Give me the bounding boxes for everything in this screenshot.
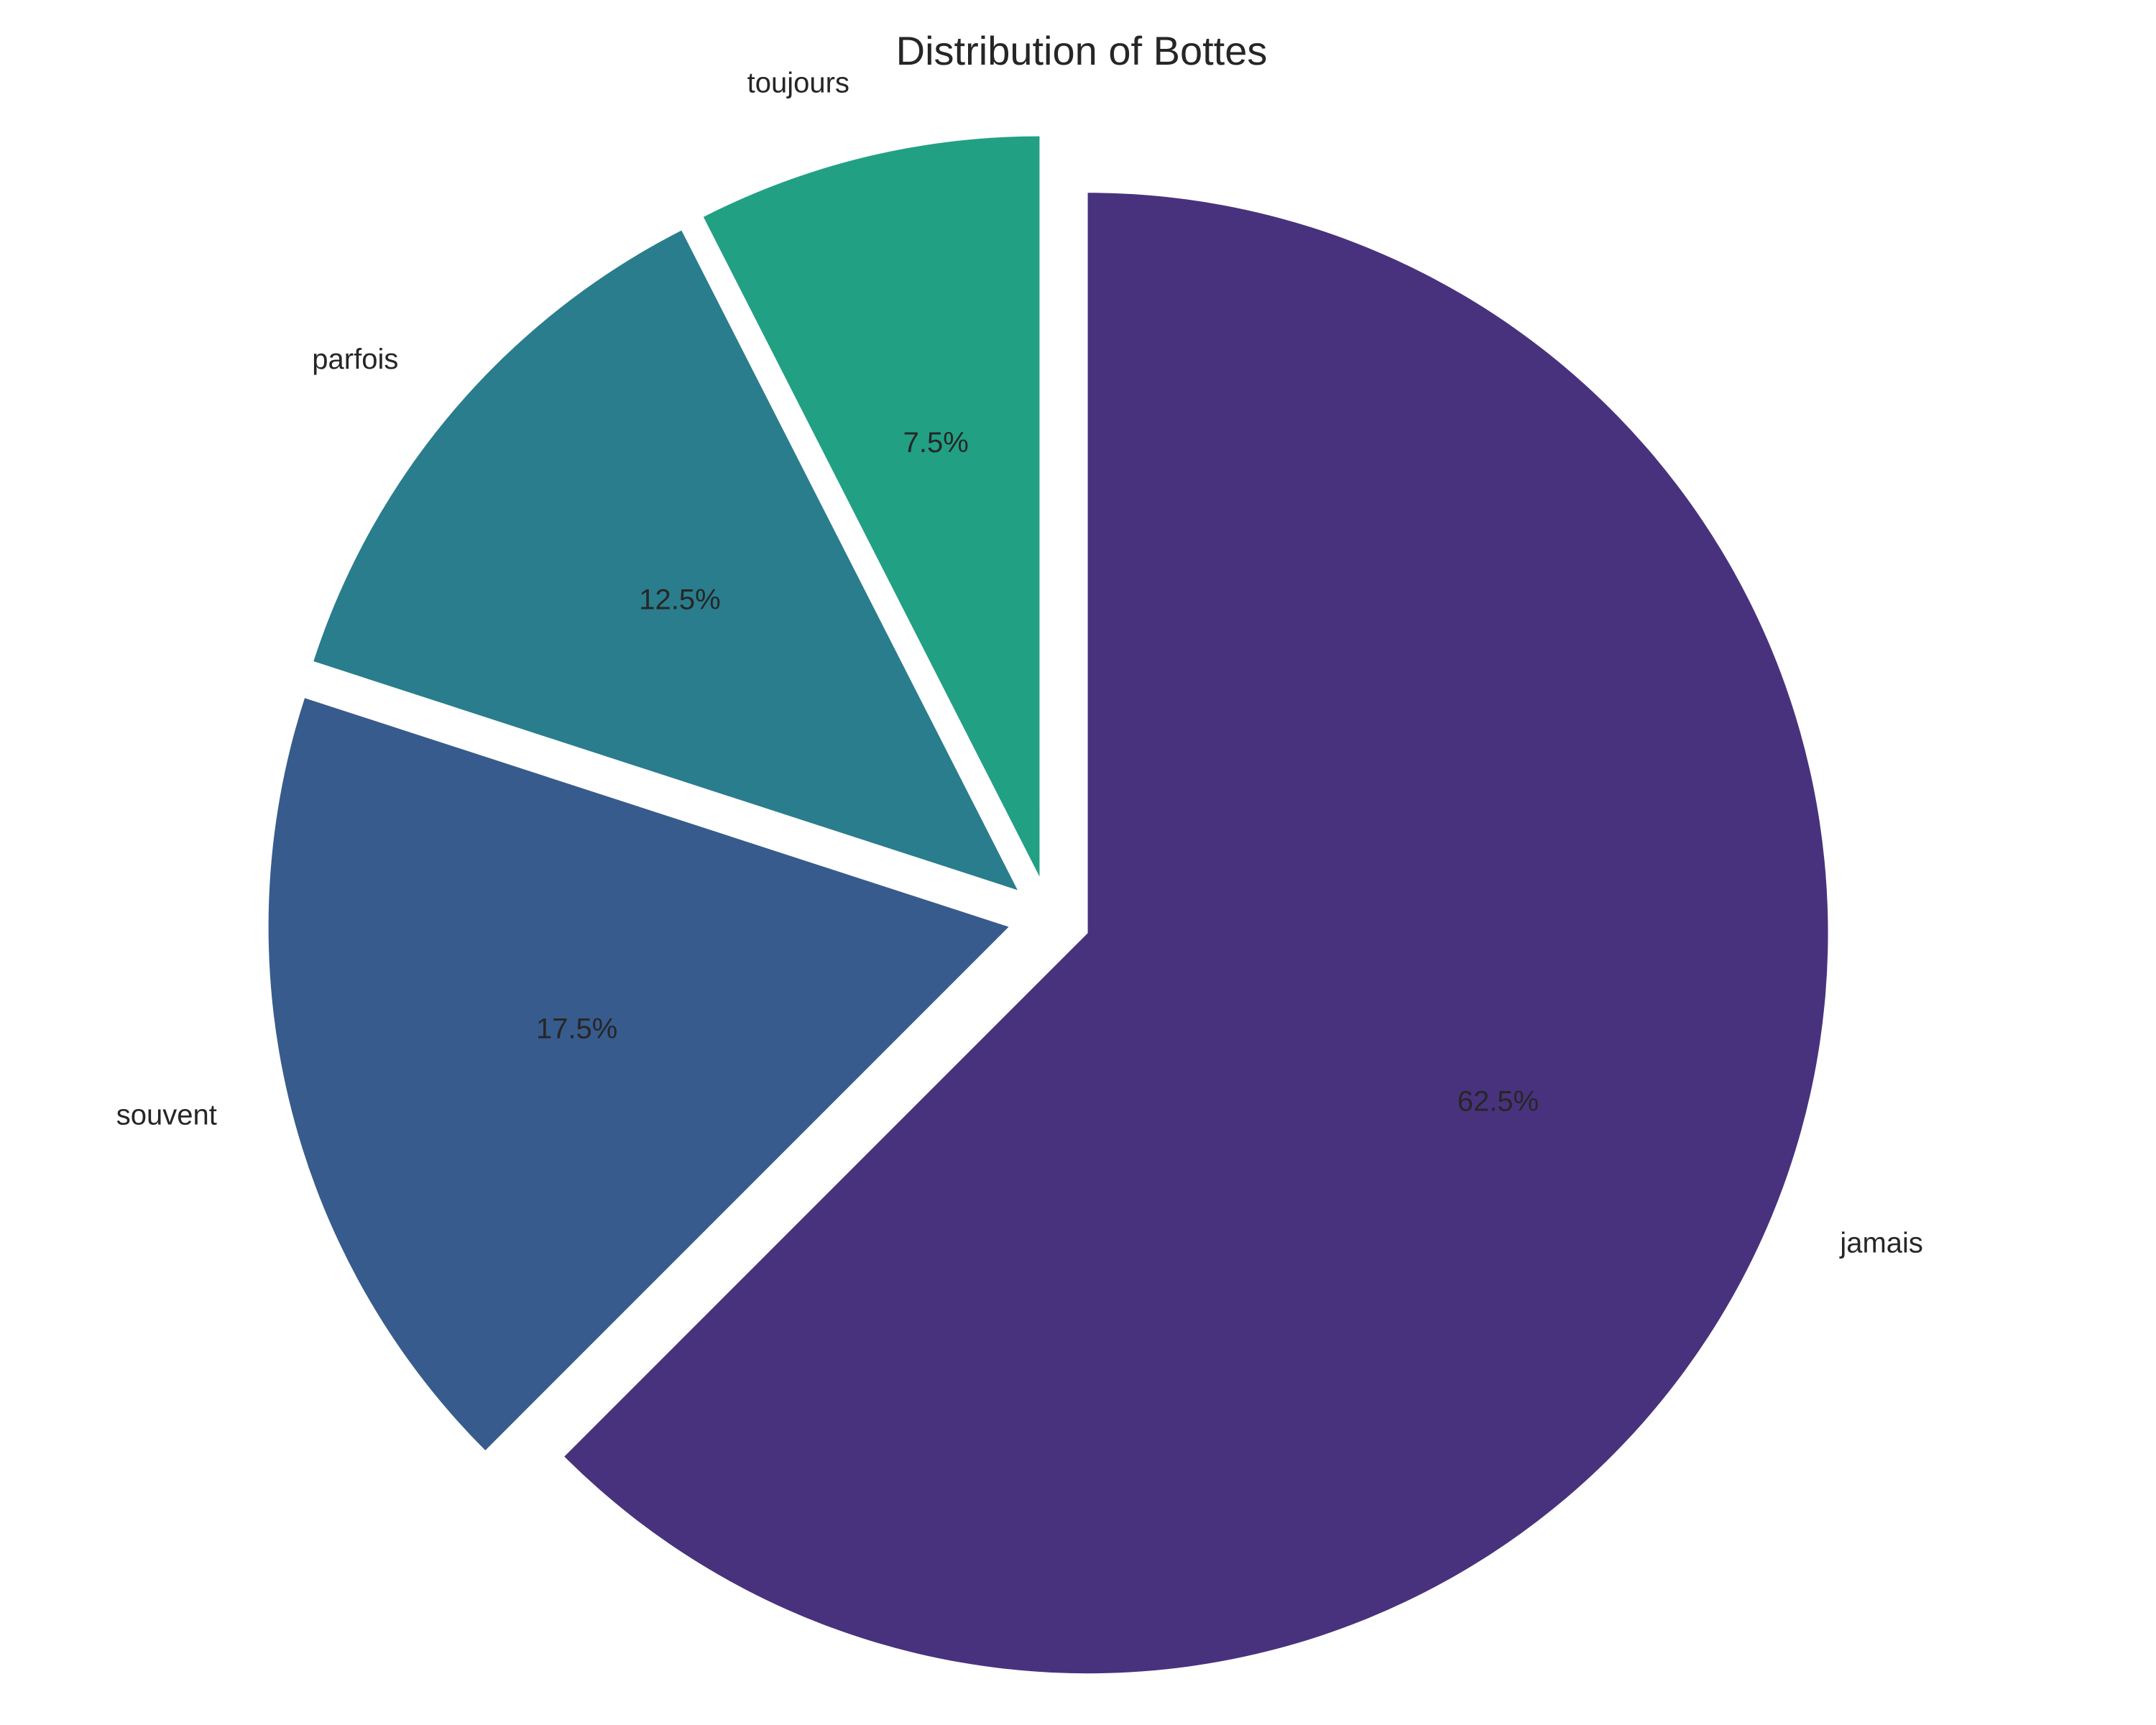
slice-value-label-toujours: 7.5% bbox=[903, 427, 969, 459]
pie-slices bbox=[268, 136, 1828, 1674]
slice-value-label-parfois: 12.5% bbox=[639, 584, 720, 616]
slice-category-label-parfois: parfois bbox=[312, 344, 398, 375]
slice-category-label-jamais: jamais bbox=[1839, 1227, 1923, 1259]
slice-value-label-jamais: 62.5% bbox=[1457, 1085, 1539, 1117]
pie-slice-toujours bbox=[703, 136, 1040, 877]
chart-title: Distribution of Bottes bbox=[896, 28, 1268, 73]
pie-slice-parfois bbox=[313, 230, 1018, 891]
slice-value-label-souvent: 17.5% bbox=[536, 1013, 617, 1044]
pie-slice-jamais bbox=[564, 193, 1828, 1674]
pie-labels: 62.5% jamais 17.5% souvent 12.5% parfois 7.5% t… bbox=[116, 67, 1923, 1259]
pie-slice-souvent bbox=[268, 698, 1009, 1450]
slice-category-label-souvent: souvent bbox=[116, 1100, 217, 1131]
slice-category-label-toujours: toujours bbox=[747, 67, 849, 98]
